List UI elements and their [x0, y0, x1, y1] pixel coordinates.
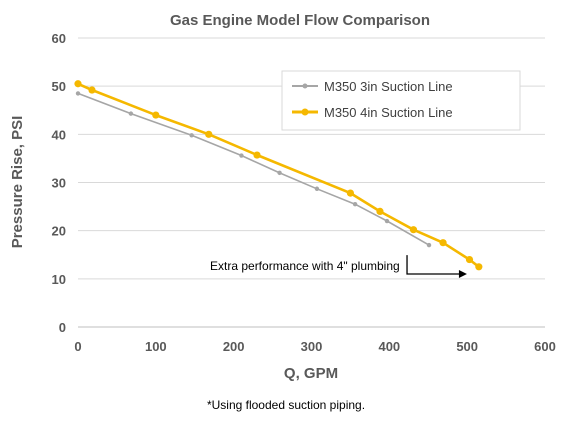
annotation-group: Extra performance with 4" plumbing [210, 255, 467, 279]
series-0-point-7 [384, 218, 390, 224]
legend-label-3in: M350 3in Suction Line [324, 79, 453, 94]
series-1-point-9 [465, 255, 474, 264]
annotation-arrow-line [406, 255, 461, 275]
flow-comparison-chart: Gas Engine Model Flow Comparison 0 10 20 30… [9, 12, 556, 382]
y-axis-title: Pressure Rise, PSI [9, 116, 26, 249]
y-tick-label: 40 [52, 127, 66, 142]
x-axis-title: Q, GPM [284, 365, 338, 382]
series-1-point-8 [439, 239, 447, 247]
series-1-point-1 [88, 86, 96, 94]
series-1-point-7 [409, 226, 418, 234]
x-tick-label: 100 [145, 339, 167, 354]
y-tick-label: 60 [52, 31, 66, 46]
data-series [74, 80, 483, 271]
y-tick-label: 0 [59, 320, 66, 335]
series-1-point-4 [253, 151, 261, 159]
x-tick-label: 500 [456, 339, 478, 354]
series-0-point-6 [352, 201, 358, 207]
y-tick-label: 10 [52, 272, 66, 287]
x-axis-ticks: 0 100 200 300 400 500 600 [74, 339, 555, 354]
series-1-point-2 [152, 111, 160, 119]
legend-box [281, 70, 521, 131]
series-0-point-4 [277, 170, 282, 176]
y-tick-label: 50 [52, 79, 66, 94]
series-1-point-5 [346, 189, 355, 197]
x-tick-label: 600 [534, 339, 556, 354]
series-1-point-3 [205, 130, 213, 138]
y-tick-label: 20 [52, 224, 66, 239]
x-tick-label: 300 [301, 339, 323, 354]
legend-label-4in: M350 4in Suction Line [324, 105, 453, 120]
footnote: *Using flooded suction piping. [206, 398, 366, 412]
series-1-point-0 [74, 80, 82, 88]
x-tick-label: 200 [223, 339, 245, 354]
legend-marker-3in [302, 83, 308, 89]
series-1-point-10 [475, 263, 483, 271]
series-0-point-2 [189, 133, 194, 138]
legend-marker-4in [301, 108, 309, 116]
series-0-point-1 [128, 111, 134, 116]
annotation-text: Extra performance with 4" plumbing [210, 259, 400, 273]
y-axis-ticks: 0 10 20 30 40 50 60 [52, 31, 66, 335]
y-tick-label: 30 [52, 176, 66, 191]
series-0-point-0 [75, 91, 81, 96]
series-0-point-5 [314, 186, 320, 191]
x-tick-label: 0 [74, 339, 81, 354]
series-0-point-8 [426, 242, 432, 248]
chart-title: Gas Engine Model Flow Comparison [170, 12, 430, 29]
x-tick-label: 400 [378, 339, 400, 354]
series-1-point-6 [376, 207, 384, 215]
legend: M350 3in Suction Line M350 4in Suction L… [281, 70, 521, 131]
annotation-arrow-head [458, 270, 467, 279]
series-0-point-3 [239, 153, 244, 158]
